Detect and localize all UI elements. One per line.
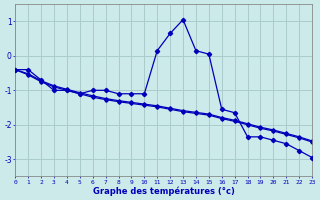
X-axis label: Graphe des températures (°c): Graphe des températures (°c)	[93, 186, 235, 196]
